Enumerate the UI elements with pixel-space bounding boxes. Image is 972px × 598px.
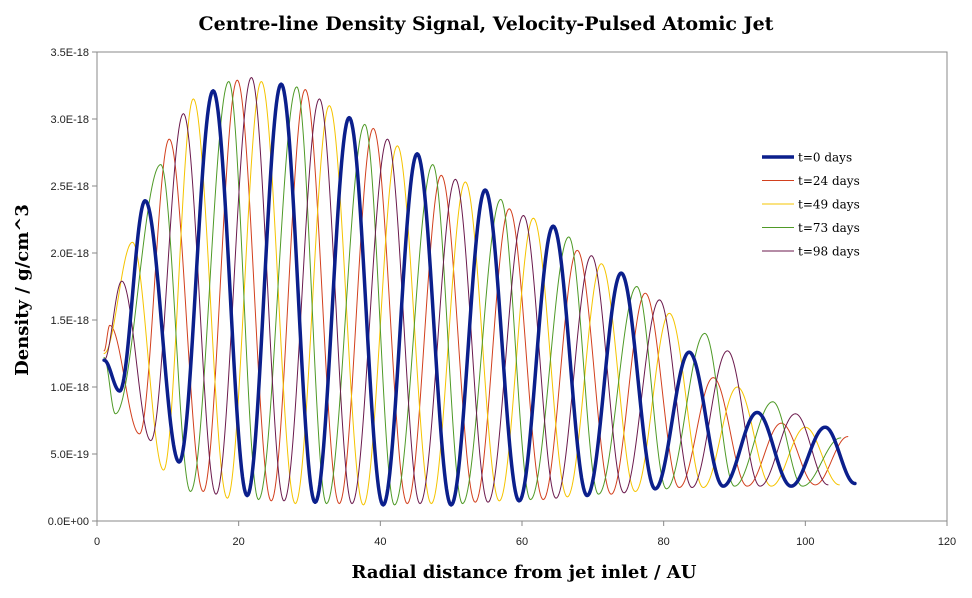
x-tick-label: 0: [94, 536, 100, 548]
legend: t=0 days t=24 days t=49 days t=73 days t=98 …: [762, 151, 860, 259]
y-tick-label: 5.0E-19: [50, 449, 89, 461]
x-tick-label: 60: [516, 536, 528, 548]
y-tick-label: 1.5E-18: [50, 315, 89, 327]
y-tick-label: 3.5E-18: [50, 47, 89, 59]
series-lines: [102, 76, 857, 507]
y-tick-label: 0.0E+00: [48, 516, 89, 528]
x-tick-label: 40: [374, 536, 386, 548]
x-tick-label: 20: [233, 536, 245, 548]
series-line-t-0-days: [102, 82, 857, 507]
legend-label: t=0 days: [798, 151, 852, 165]
series-line-t-98-days: [103, 76, 829, 505]
legend-label: t=98 days: [798, 245, 860, 259]
chart-title: Centre-line Density Signal, Velocity-Pul…: [199, 13, 774, 35]
series-line-t-24-days: [103, 79, 849, 505]
y-tick-label: 2.5E-18: [50, 181, 89, 193]
y-tick-label: 3.0E-18: [50, 114, 89, 126]
y-tick-label: 2.0E-18: [50, 248, 89, 260]
series-line-t-73-days: [103, 80, 842, 506]
x-axis-title: Radial distance from jet inlet / AU: [352, 562, 697, 583]
x-tick-label: 100: [796, 536, 814, 548]
x-tick-label: 80: [658, 536, 670, 548]
y-axis-title: Density / g/cm^3: [12, 204, 33, 376]
axes: 0.0E+00 5.0E-19 1.0E-18 1.5E-18 2.0E-18 2.5E-…: [48, 47, 956, 548]
legend-label: t=49 days: [798, 198, 860, 212]
legend-label: t=73 days: [798, 221, 860, 235]
legend-label: t=24 days: [798, 174, 860, 188]
y-tick-label: 1.0E-18: [50, 382, 89, 394]
x-tick-label: 120: [938, 536, 956, 548]
